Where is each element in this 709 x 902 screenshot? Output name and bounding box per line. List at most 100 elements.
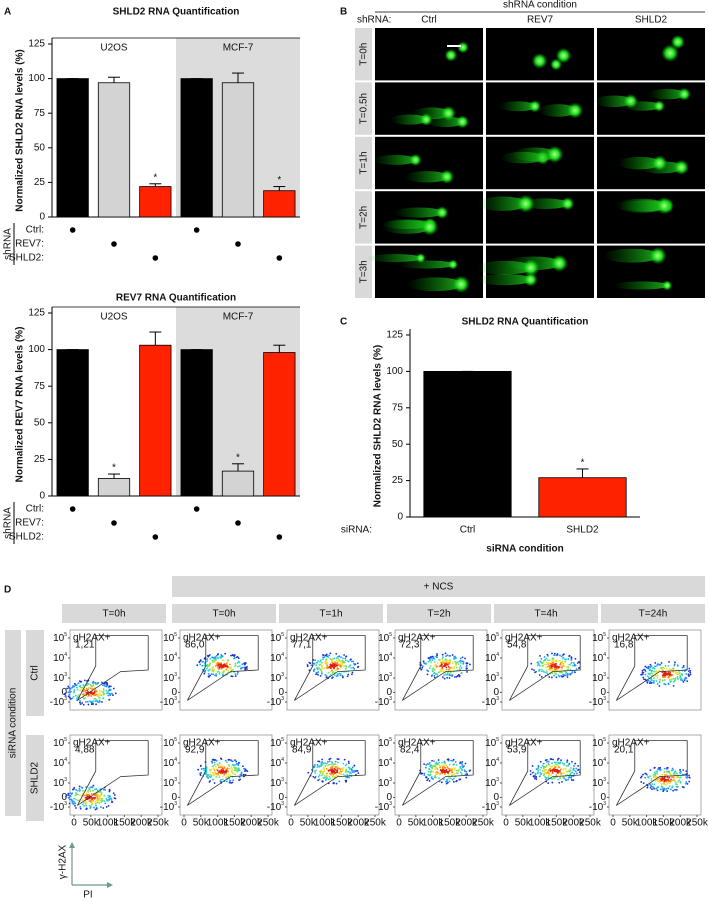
tick-exp: 3 <box>64 801 67 807</box>
event <box>333 674 336 676</box>
row-label: Ctrl <box>30 665 41 681</box>
y-tick-label: 25 <box>34 177 46 188</box>
tick-exp: 3 <box>174 801 177 807</box>
event <box>228 663 231 666</box>
event <box>87 789 90 792</box>
y-tick-label: 103 <box>163 672 177 683</box>
event <box>317 760 320 763</box>
event <box>90 792 93 795</box>
event <box>318 765 321 768</box>
event <box>551 672 554 675</box>
event <box>211 771 214 774</box>
event <box>431 767 434 770</box>
event <box>455 772 458 774</box>
event <box>536 772 539 775</box>
tick-base: -10 <box>589 802 604 813</box>
event <box>210 774 213 777</box>
event <box>544 772 547 774</box>
event <box>75 684 78 686</box>
event <box>94 808 97 811</box>
event <box>563 665 566 667</box>
event <box>653 773 656 776</box>
event <box>213 661 215 664</box>
event <box>671 786 674 789</box>
event <box>234 664 237 667</box>
event <box>223 773 226 776</box>
event <box>667 664 670 667</box>
x-tick-label: 0 <box>181 818 187 829</box>
event <box>539 760 542 763</box>
event <box>101 681 103 684</box>
event <box>549 669 552 671</box>
event <box>447 759 450 762</box>
x-axis-label: siRNA condition <box>486 544 563 555</box>
event <box>685 770 688 773</box>
event <box>568 776 571 778</box>
event <box>640 776 642 779</box>
comet-image <box>366 245 483 298</box>
gate <box>509 635 581 701</box>
event <box>570 776 573 779</box>
event <box>672 684 675 687</box>
tick-exp: 4 <box>281 757 284 763</box>
event <box>461 656 464 659</box>
event <box>427 660 430 663</box>
event <box>687 670 690 673</box>
event <box>75 686 78 689</box>
x-tick-label: 150k <box>653 818 676 829</box>
y-tick-label: 104 <box>378 757 392 768</box>
design-dot <box>152 534 159 540</box>
event <box>427 777 430 780</box>
tick-exp: 4 <box>389 652 392 658</box>
event <box>239 773 242 776</box>
gate <box>616 635 688 701</box>
x-tick-label: 150k <box>439 818 462 829</box>
tick-exp: 3 <box>174 672 177 678</box>
event <box>445 779 448 781</box>
event <box>102 788 105 791</box>
chart-title: SHLD2 RNA Quantification <box>462 317 589 328</box>
event <box>431 659 434 662</box>
event <box>647 676 650 679</box>
event <box>559 654 561 657</box>
event <box>325 662 328 664</box>
event <box>567 666 570 668</box>
event <box>568 655 571 658</box>
event <box>685 776 688 779</box>
event <box>537 765 540 768</box>
event <box>444 660 447 663</box>
event <box>86 795 89 798</box>
event <box>318 663 321 666</box>
event <box>226 767 229 770</box>
event <box>94 800 97 803</box>
event <box>207 673 210 675</box>
comet-tail <box>512 147 557 162</box>
gate-label: gH2AX+ <box>290 738 328 749</box>
event <box>568 763 571 766</box>
event <box>435 666 438 668</box>
event <box>642 782 645 785</box>
event <box>317 775 320 778</box>
event <box>551 669 554 672</box>
event <box>464 762 467 765</box>
tick-base: -10 <box>482 802 497 813</box>
event <box>236 662 239 664</box>
event <box>640 781 643 783</box>
y-tick-label: 105 <box>53 632 67 643</box>
event <box>90 801 92 804</box>
event <box>546 653 549 656</box>
event <box>225 668 228 671</box>
event <box>430 661 433 664</box>
event <box>573 663 576 666</box>
x-tick-label: SHLD2 <box>566 525 599 536</box>
event <box>561 660 563 663</box>
event <box>221 778 224 781</box>
event <box>336 774 338 777</box>
gate-value: 4,88 <box>75 745 95 756</box>
tick-base: 10 <box>53 673 65 684</box>
event <box>107 694 110 697</box>
event <box>459 661 462 664</box>
y-tick-label: 50 <box>34 142 46 153</box>
event <box>441 657 444 660</box>
event <box>213 658 216 661</box>
